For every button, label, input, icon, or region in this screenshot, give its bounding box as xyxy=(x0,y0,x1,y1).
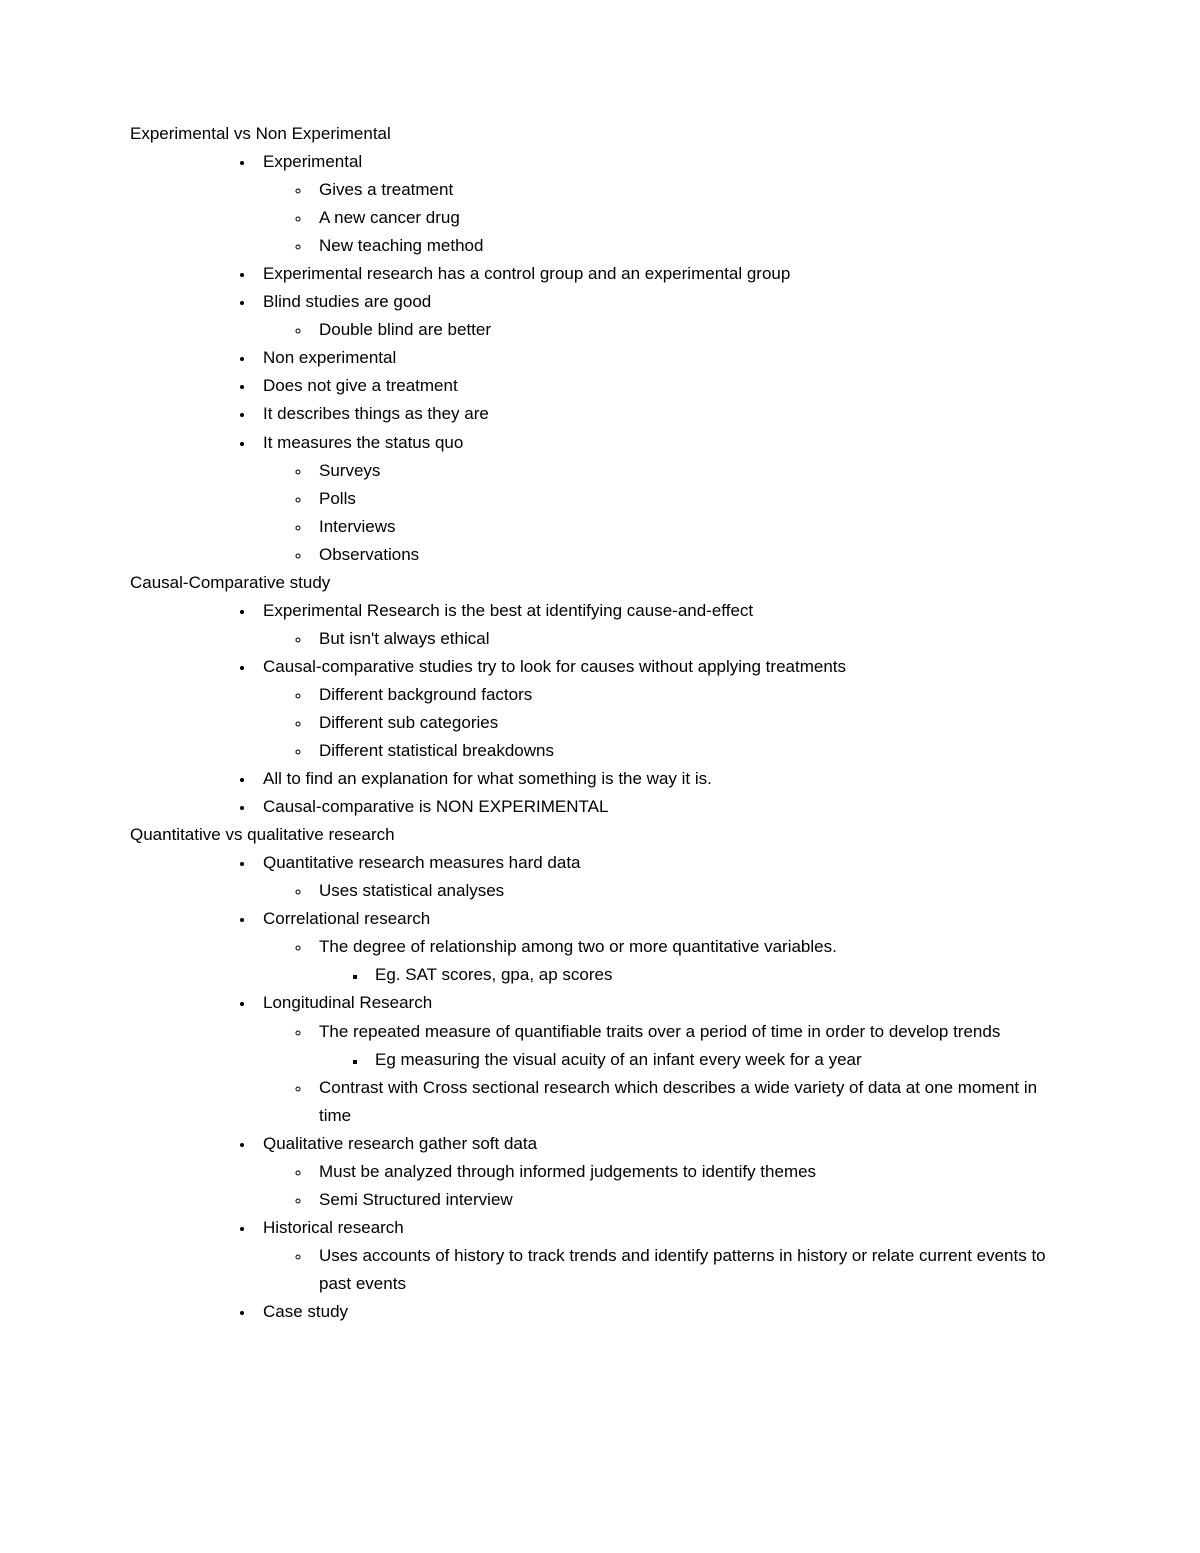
list-item: Uses statistical analyses xyxy=(311,877,1070,905)
document-content: Experimental vs Non ExperimentalExperime… xyxy=(130,120,1070,1326)
bullet-list-level-2: Must be analyzed through informed judgem… xyxy=(291,1158,1070,1214)
list-item: Different background factors xyxy=(311,681,1070,709)
list-item-text: Different statistical breakdowns xyxy=(319,741,554,760)
bullet-list-level-2: Uses accounts of history to track trends… xyxy=(291,1242,1070,1298)
list-item-text: But isn't always ethical xyxy=(319,629,490,648)
list-item-text: Surveys xyxy=(319,461,380,480)
list-item-text: New teaching method xyxy=(319,236,483,255)
list-item-text: Double blind are better xyxy=(319,320,491,339)
list-item: Double blind are better xyxy=(311,316,1070,344)
list-item-text: Interviews xyxy=(319,517,396,536)
list-item: Uses accounts of history to track trends… xyxy=(311,1242,1070,1298)
list-item: Contrast with Cross sectional research w… xyxy=(311,1074,1070,1130)
list-item: Does not give a treatment xyxy=(255,372,1070,400)
list-item-text: Uses accounts of history to track trends… xyxy=(319,1246,1046,1293)
list-item: Experimental research has a control grou… xyxy=(255,260,1070,288)
list-item-text: Different background factors xyxy=(319,685,532,704)
list-item-text: Quantitative research measures hard data xyxy=(263,853,581,872)
bullet-list-level-2: Double blind are better xyxy=(291,316,1070,344)
list-item-text: Eg measuring the visual acuity of an inf… xyxy=(375,1050,862,1069)
list-item: Non experimental xyxy=(255,344,1070,372)
bullet-list-level-2: The repeated measure of quantifiable tra… xyxy=(291,1018,1070,1130)
list-item-text: Gives a treatment xyxy=(319,180,453,199)
bullet-list-level-2: Different background factors Different su… xyxy=(291,681,1070,765)
list-item: Blind studies are good Double blind are b… xyxy=(255,288,1070,344)
section-heading: Quantitative vs qualitative research xyxy=(130,821,1070,849)
list-item: A new cancer drug xyxy=(311,204,1070,232)
list-item: Quantitative research measures hard data… xyxy=(255,849,1070,905)
list-item-text: Causal-comparative is NON EXPERIMENTAL xyxy=(263,797,608,816)
list-item-text: Longitudinal Research xyxy=(263,993,432,1012)
list-item: Polls xyxy=(311,485,1070,513)
bullet-list-level-1: Quantitative research measures hard data… xyxy=(235,849,1070,1326)
list-item: Causal-comparative is NON EXPERIMENTAL xyxy=(255,793,1070,821)
list-item-text: Polls xyxy=(319,489,356,508)
list-item-text: It describes things as they are xyxy=(263,404,489,423)
list-item: All to find an explanation for what some… xyxy=(255,765,1070,793)
list-item-text: Contrast with Cross sectional research w… xyxy=(319,1078,1037,1125)
list-item: Different sub categories xyxy=(311,709,1070,737)
list-item-text: Historical research xyxy=(263,1218,404,1237)
list-item: Eg. SAT scores, gpa, ap scores xyxy=(367,961,1070,989)
list-item: It describes things as they are xyxy=(255,400,1070,428)
list-item-text: Causal-comparative studies try to look f… xyxy=(263,657,846,676)
list-item-text: Observations xyxy=(319,545,419,564)
list-item: It measures the status quo Surveys Polls In… xyxy=(255,429,1070,569)
list-item-text: The repeated measure of quantifiable tra… xyxy=(319,1022,1000,1041)
list-item: Interviews xyxy=(311,513,1070,541)
list-item-text: Correlational research xyxy=(263,909,430,928)
bullet-list-level-2: Uses statistical analyses xyxy=(291,877,1070,905)
bullet-list-level-1: Experimental Gives a treatment A new cance… xyxy=(235,148,1070,569)
list-item: New teaching method xyxy=(311,232,1070,260)
list-item-text: The degree of relationship among two or … xyxy=(319,937,837,956)
list-item-text: Non experimental xyxy=(263,348,396,367)
list-item: Correlational research The degree of rela… xyxy=(255,905,1070,989)
list-item-text: Qualitative research gather soft data xyxy=(263,1134,537,1153)
list-item-text: Case study xyxy=(263,1302,348,1321)
list-item-text: All to find an explanation for what some… xyxy=(263,769,712,788)
list-item: Historical research Uses accounts of hist… xyxy=(255,1214,1070,1298)
list-item: Different statistical breakdowns xyxy=(311,737,1070,765)
list-item-text: Does not give a treatment xyxy=(263,376,458,395)
list-item: The degree of relationship among two or … xyxy=(311,933,1070,989)
list-item-text: Semi Structured interview xyxy=(319,1190,513,1209)
list-item: Surveys xyxy=(311,457,1070,485)
list-item: Experimental Research is the best at ide… xyxy=(255,597,1070,653)
list-item: Qualitative research gather soft data Mus… xyxy=(255,1130,1070,1214)
bullet-list-level-2: Surveys Polls Interviews Observations xyxy=(291,457,1070,569)
list-item: Observations xyxy=(311,541,1070,569)
list-item: Causal-comparative studies try to look f… xyxy=(255,653,1070,765)
list-item: Eg measuring the visual acuity of an inf… xyxy=(367,1046,1070,1074)
bullet-list-level-2: The degree of relationship among two or … xyxy=(291,933,1070,989)
list-item: Longitudinal Research The repeated measur… xyxy=(255,989,1070,1129)
list-item-text: Uses statistical analyses xyxy=(319,881,504,900)
list-item: Experimental Gives a treatment A new cance… xyxy=(255,148,1070,260)
list-item-text: Different sub categories xyxy=(319,713,498,732)
list-item: Must be analyzed through informed judgem… xyxy=(311,1158,1070,1186)
list-item-text: Experimental xyxy=(263,152,362,171)
bullet-list-level-3: Eg measuring the visual acuity of an inf… xyxy=(347,1046,1070,1074)
list-item-text: It measures the status quo xyxy=(263,433,463,452)
list-item-text: Blind studies are good xyxy=(263,292,431,311)
list-item-text: Experimental Research is the best at ide… xyxy=(263,601,753,620)
bullet-list-level-2: But isn't always ethical xyxy=(291,625,1070,653)
list-item-text: Must be analyzed through informed judgem… xyxy=(319,1162,816,1181)
list-item: Gives a treatment xyxy=(311,176,1070,204)
section-heading: Experimental vs Non Experimental xyxy=(130,120,1070,148)
list-item: Semi Structured interview xyxy=(311,1186,1070,1214)
list-item: Case study xyxy=(255,1298,1070,1326)
list-item-text: A new cancer drug xyxy=(319,208,460,227)
list-item: The repeated measure of quantifiable tra… xyxy=(311,1018,1070,1074)
list-item: But isn't always ethical xyxy=(311,625,1070,653)
bullet-list-level-3: Eg. SAT scores, gpa, ap scores xyxy=(347,961,1070,989)
bullet-list-level-2: Gives a treatment A new cancer drug New te… xyxy=(291,176,1070,260)
bullet-list-level-1: Experimental Research is the best at ide… xyxy=(235,597,1070,821)
list-item-text: Eg. SAT scores, gpa, ap scores xyxy=(375,965,613,984)
list-item-text: Experimental research has a control grou… xyxy=(263,264,790,283)
section-heading: Causal-Comparative study xyxy=(130,569,1070,597)
